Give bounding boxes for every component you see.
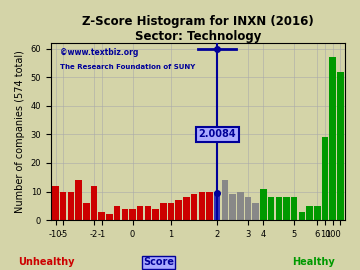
Bar <box>314 206 320 220</box>
Bar <box>206 191 213 220</box>
Bar <box>114 206 120 220</box>
Bar <box>68 191 74 220</box>
Text: The Research Foundation of SUNY: The Research Foundation of SUNY <box>60 64 195 70</box>
Bar <box>160 203 167 220</box>
Bar <box>191 194 197 220</box>
Bar <box>175 200 182 220</box>
Bar <box>106 214 113 220</box>
Bar <box>322 137 328 220</box>
Bar <box>145 206 151 220</box>
Bar <box>229 194 236 220</box>
Bar <box>268 197 274 220</box>
Text: ©www.textbiz.org: ©www.textbiz.org <box>60 48 138 57</box>
Bar <box>291 197 297 220</box>
Bar <box>152 209 159 220</box>
Y-axis label: Number of companies (574 total): Number of companies (574 total) <box>15 50 25 213</box>
Bar <box>60 191 67 220</box>
Text: 2.0084: 2.0084 <box>198 129 236 139</box>
Bar <box>137 206 144 220</box>
Text: Score: Score <box>143 257 174 267</box>
Title: Z-Score Histogram for INXN (2016)
Sector: Technology: Z-Score Histogram for INXN (2016) Sector… <box>82 15 314 43</box>
Bar <box>52 186 59 220</box>
Bar <box>129 209 136 220</box>
Bar <box>283 197 290 220</box>
Bar <box>183 197 190 220</box>
Bar <box>245 197 251 220</box>
Bar <box>298 211 305 220</box>
Bar <box>83 203 90 220</box>
Bar <box>337 72 344 220</box>
Bar <box>329 57 336 220</box>
Bar <box>122 209 128 220</box>
Bar <box>214 191 220 220</box>
Bar <box>306 206 313 220</box>
Bar <box>198 191 205 220</box>
Bar <box>252 203 259 220</box>
Bar <box>91 186 97 220</box>
Text: Healthy: Healthy <box>292 257 334 267</box>
Bar <box>275 197 282 220</box>
Bar <box>168 203 174 220</box>
Text: Unhealthy: Unhealthy <box>19 257 75 267</box>
Bar <box>75 180 82 220</box>
Bar <box>98 211 105 220</box>
Bar <box>237 191 244 220</box>
Bar <box>260 189 267 220</box>
Bar <box>222 180 228 220</box>
